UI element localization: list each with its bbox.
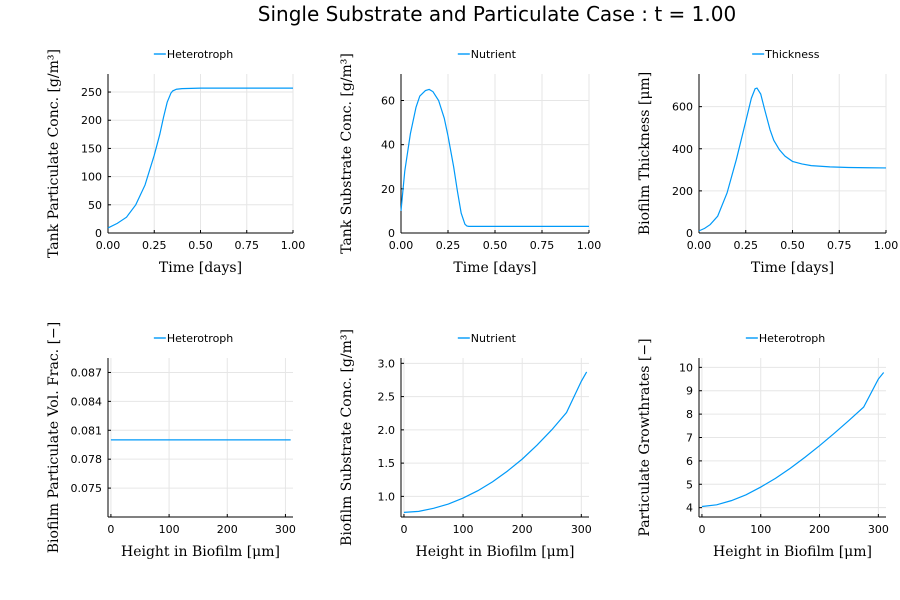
subplot-6: 0 100 200 300 4 5 6 7 8 9 10 Heterotroph Height in B… — [637, 332, 889, 560]
y-tick-label: 4 — [686, 502, 693, 515]
y-tick-label: 6 — [686, 455, 693, 468]
y-tick-label: 2.0 — [378, 424, 396, 437]
x-tick-label: 1.00 — [281, 239, 306, 252]
x-axis-label: Height in Biofilm [μm] — [121, 544, 280, 560]
x-tick-label: 0.50 — [483, 239, 508, 252]
y-tick-label: 150 — [81, 142, 102, 155]
x-tick-label: 0.50 — [780, 239, 805, 252]
x-tick-label: 200 — [512, 523, 533, 536]
x-tick-label: 0.75 — [827, 239, 852, 252]
x-tick-label: 100 — [750, 523, 771, 536]
y-tick-label: 20 — [381, 183, 395, 196]
x-tick-label: 0.00 — [687, 239, 712, 252]
x-tick-label: 0.00 — [96, 239, 121, 252]
y-tick-label: 8 — [686, 408, 693, 421]
y-tick-label: 0.075 — [71, 482, 103, 495]
x-tick-label: 200 — [809, 523, 830, 536]
y-tick-label: 400 — [672, 143, 693, 156]
x-tick-label: 0 — [400, 523, 407, 536]
y-tick-label: 200 — [81, 114, 102, 127]
x-tick-label: 0.00 — [389, 239, 414, 252]
legend-label: Thickness — [764, 48, 820, 61]
series-line — [701, 372, 885, 508]
y-axis-label: Particulate Growthrates [−] — [637, 338, 653, 536]
x-tick-label: 300 — [275, 523, 296, 536]
x-tick-label: 0.25 — [142, 239, 167, 252]
y-tick-label: 50 — [88, 199, 102, 212]
legend: Heterotroph — [153, 48, 233, 61]
x-tick-label: 100 — [453, 523, 474, 536]
x-axis-label: Height in Biofilm [μm] — [415, 544, 574, 560]
x-tick-label: 0.25 — [734, 239, 759, 252]
x-axis-label: Height in Biofilm [μm] — [713, 544, 872, 560]
y-tick-label: 0.087 — [71, 366, 103, 379]
y-tick-label: 200 — [672, 185, 693, 198]
y-tick-label: 600 — [672, 101, 693, 114]
series-line — [400, 88, 589, 227]
y-tick-label: 0 — [686, 227, 693, 240]
subplot-3: 0.00 0.25 0.50 0.75 1.00 0 200 400 600 Thickness T… — [637, 48, 898, 276]
y-tick-label: 60 — [381, 95, 395, 108]
subplot-2: 0.00 0.25 0.50 0.75 1.00 0 20 40 60 Nutrient Time … — [339, 48, 601, 276]
subplot-5: 0 100 200 300 1.0 1.5 2.0 2.5 3.0 Nutrient Height … — [339, 329, 592, 560]
y-tick-label: 7 — [686, 432, 693, 445]
legend: Nutrient — [457, 332, 517, 345]
series-line — [107, 87, 293, 229]
y-tick-label: 0.084 — [71, 395, 103, 408]
y-axis-label: Tank Particulate Conc. [g/m³] — [46, 49, 62, 258]
figure-title: Single Substrate and Particulate Case : … — [258, 2, 736, 26]
x-tick-label: 200 — [217, 523, 238, 536]
y-tick-label: 10 — [679, 361, 693, 374]
x-tick-label: 1.00 — [874, 239, 899, 252]
y-axis-label: Biofilm Thickness [μm] — [637, 72, 653, 235]
y-tick-label: 250 — [81, 86, 102, 99]
y-tick-label: 0 — [95, 227, 102, 240]
x-axis-label: Time [days] — [453, 260, 536, 276]
y-axis-label: Biofilm Particulate Vol. Frac. [−] — [46, 322, 62, 554]
y-tick-label: 100 — [81, 171, 102, 184]
legend: Nutrient — [457, 48, 517, 61]
y-tick-label: 1.5 — [378, 457, 396, 470]
y-tick-label: 2.5 — [378, 391, 396, 404]
y-tick-label: 1.0 — [378, 490, 396, 503]
y-tick-label: 5 — [686, 478, 693, 491]
x-tick-label: 0 — [107, 523, 114, 536]
x-tick-label: 0.50 — [188, 239, 213, 252]
legend-label: Heterotroph — [167, 48, 233, 61]
x-axis-label: Time [days] — [751, 260, 834, 276]
series-line — [698, 87, 887, 232]
x-axis-label: Time [days] — [159, 260, 242, 276]
x-tick-label: 0.75 — [235, 239, 260, 252]
x-tick-label: 0.75 — [530, 239, 555, 252]
legend-label: Nutrient — [471, 48, 517, 61]
x-tick-label: 0.25 — [436, 239, 461, 252]
legend-label: Heterotroph — [759, 332, 825, 345]
y-tick-label: 0.081 — [71, 424, 103, 437]
y-tick-label: 0.078 — [71, 453, 103, 466]
y-axis-label: Biofilm Substrate Conc. [g/m³] — [339, 329, 355, 546]
y-tick-label: 3.0 — [378, 357, 396, 370]
x-tick-label: 100 — [159, 523, 180, 536]
x-tick-label: 0 — [698, 523, 705, 536]
y-tick-label: 40 — [381, 139, 395, 152]
legend-label: Heterotroph — [167, 332, 233, 345]
legend: Thickness — [752, 48, 820, 61]
x-tick-label: 300 — [868, 523, 889, 536]
y-tick-label: 9 — [686, 385, 693, 398]
x-tick-label: 300 — [571, 523, 592, 536]
y-tick-label: 0 — [388, 227, 395, 240]
legend: Heterotroph — [153, 332, 233, 345]
legend-label: Nutrient — [471, 332, 517, 345]
legend: Heterotroph — [745, 332, 825, 345]
x-tick-label: 1.00 — [577, 239, 602, 252]
y-axis-label: Tank Substrate Conc. [g/m³] — [339, 53, 355, 254]
series-line — [403, 371, 588, 513]
subplot-1: 0.00 0.25 0.50 0.75 1.00 0 50 100 150 200 250 Heter… — [46, 48, 305, 276]
subplot-4: 0 100 200 300 0.075 0.078 0.081 0.084 0.087 Heter… — [46, 322, 296, 560]
